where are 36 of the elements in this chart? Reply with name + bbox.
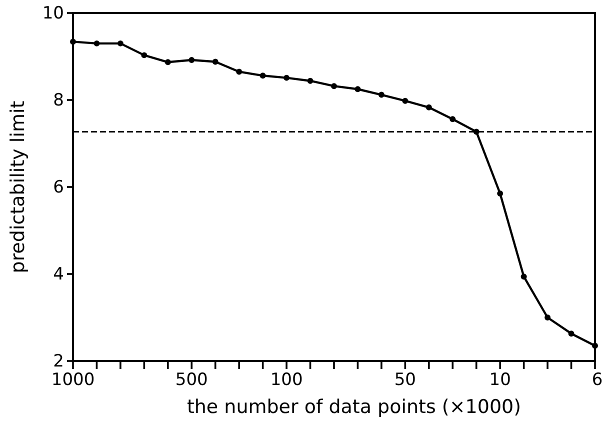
point xyxy=(188,57,195,63)
point xyxy=(378,92,384,98)
point xyxy=(568,330,574,337)
point xyxy=(544,314,551,320)
point xyxy=(212,58,218,65)
x-tick-label: 1000 xyxy=(51,370,95,390)
x-tick-label: 6 xyxy=(592,370,603,390)
point xyxy=(117,40,124,46)
x-axis-title: the number of data points (×1000) xyxy=(186,396,522,418)
y-tick-label: 8 xyxy=(53,90,64,110)
y-axis-title: predictability limit xyxy=(7,100,29,274)
point xyxy=(331,83,337,90)
point xyxy=(236,68,242,75)
point xyxy=(426,104,432,110)
point xyxy=(307,78,314,84)
point xyxy=(164,59,171,66)
point xyxy=(94,40,100,46)
point xyxy=(450,116,456,122)
point xyxy=(497,190,504,197)
x-tick-label: 50 xyxy=(394,370,416,390)
y-tick-label: 4 xyxy=(53,264,64,284)
point xyxy=(402,98,408,104)
point xyxy=(141,52,148,58)
point xyxy=(260,72,266,79)
x-tick-label: 500 xyxy=(175,370,208,390)
point xyxy=(473,128,480,135)
y-tick-label: 6 xyxy=(53,177,64,198)
point xyxy=(592,342,598,349)
y-tick-label: 10 xyxy=(42,3,64,24)
point xyxy=(284,74,290,81)
point xyxy=(70,38,76,45)
x-tick-label: 10 xyxy=(489,370,511,390)
y-tick-label: 2 xyxy=(53,351,64,372)
point xyxy=(354,86,361,92)
x-tick-label: 100 xyxy=(270,370,303,390)
point xyxy=(520,274,527,280)
